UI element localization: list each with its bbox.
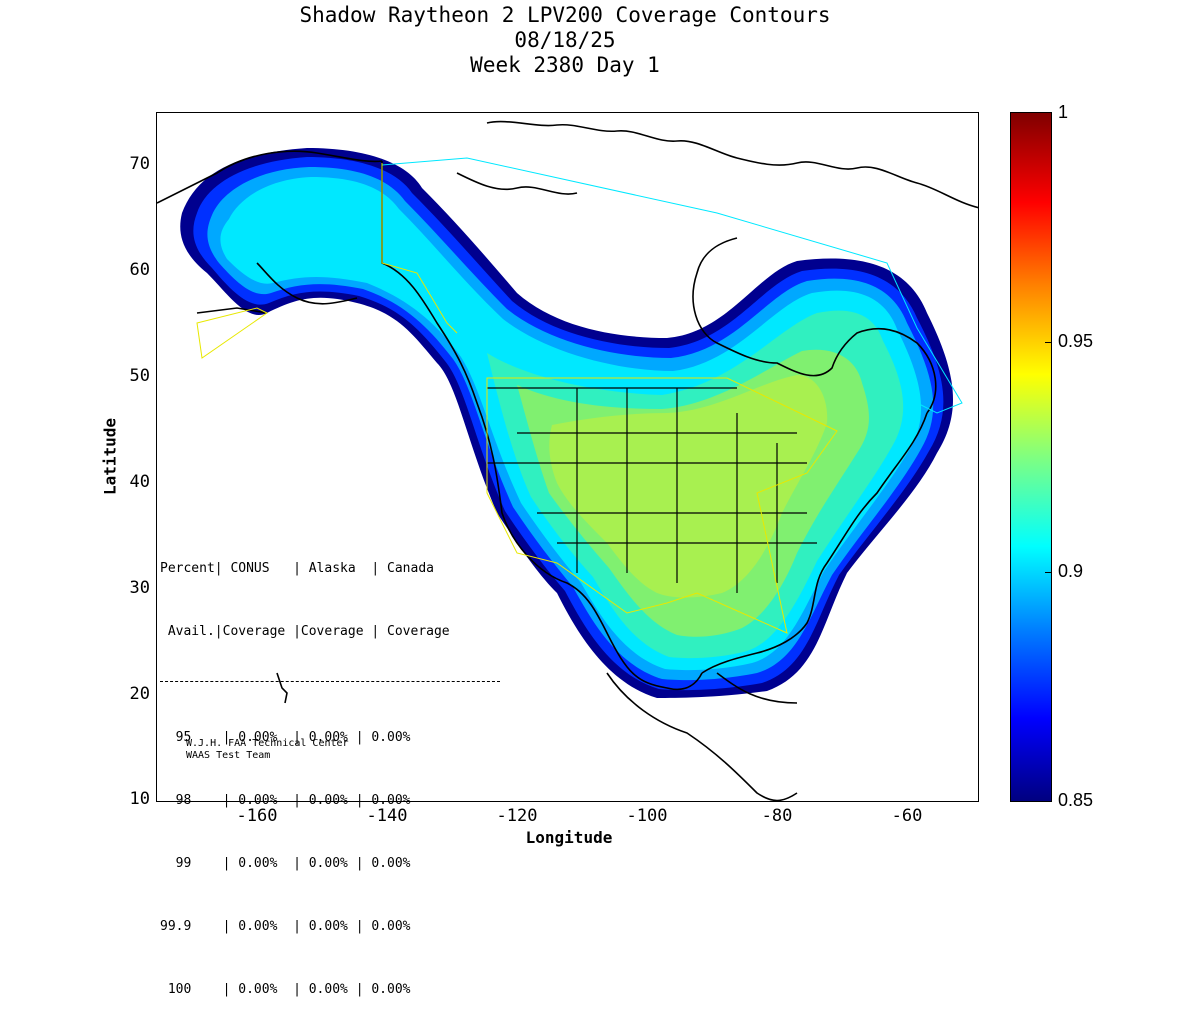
service-volumes <box>196 157 963 634</box>
y-tick-label: 50 <box>129 366 150 386</box>
x-tick-label: -160 <box>236 806 278 826</box>
y-tick-label: 40 <box>129 472 150 492</box>
colorbar-tick-mark <box>1045 342 1052 343</box>
credit-line1: W.J.H. FAA Technical Center <box>186 738 349 749</box>
contour-094 <box>549 375 828 598</box>
stats-row: 99 | 0.00% | 0.00% | 0.00% <box>175 856 411 871</box>
y-tick-label: 30 <box>129 578 150 598</box>
coverage-contours <box>180 148 954 698</box>
map-plot-area <box>156 112 979 802</box>
x-tick-label: -140 <box>366 806 408 826</box>
colorbar-tick-label: 0.9 <box>1058 561 1084 581</box>
stats-row: 99.9 | 0.00% | 0.00% | 0.00% <box>160 919 411 934</box>
y-tick-label: 70 <box>129 154 150 174</box>
colorbar <box>1010 112 1052 802</box>
x-axis-label: Longitude <box>525 828 613 847</box>
x-tick-label: -80 <box>761 806 793 826</box>
coastlines <box>157 120 978 801</box>
credit-text: W.J.H. FAA Technical Center WAAS Test Te… <box>186 738 349 762</box>
y-tick-label: 10 <box>129 789 150 809</box>
y-axis-label: Latitude <box>100 417 120 496</box>
plot-title-date: 08/18/25 <box>514 28 616 52</box>
stats-row: 95 | 0.00% | 0.00% | 0.00% <box>175 730 411 745</box>
plot-title-week: Week 2380 Day 1 <box>470 53 660 77</box>
coverage-map <box>157 120 978 801</box>
x-tick-label: -100 <box>626 806 668 826</box>
state-borders <box>487 387 817 593</box>
stats-row: 98 | 0.00% | 0.00% | 0.00% <box>175 793 411 808</box>
coverage-stats-table: Percent| CONUS | Alaska | Canada Avail.|… <box>160 516 500 1021</box>
plot-title-line1: Shadow Raytheon 2 LPV200 Coverage Contou… <box>299 3 831 27</box>
colorbar-tick-label: 0.85 <box>1058 790 1094 810</box>
stats-header-row2: Avail.|Coverage |Coverage | Coverage <box>167 624 450 639</box>
colorbar-tick-label: 1 <box>1058 102 1069 122</box>
x-tick-label: -120 <box>496 806 538 826</box>
y-tick-label: 20 <box>129 684 150 704</box>
x-tick-label: -60 <box>891 806 923 826</box>
credit-line2: WAAS Test Team <box>186 750 271 761</box>
stats-divider <box>160 681 500 682</box>
colorbar-tick-label: 0.95 <box>1058 331 1094 351</box>
y-tick-label: 60 <box>129 260 150 280</box>
stats-header-row1: Percent| CONUS | Alaska | Canada <box>160 561 434 576</box>
colorbar-tick-mark <box>1045 572 1052 573</box>
stats-row: 100 | 0.00% | 0.00% | 0.00% <box>167 982 411 997</box>
